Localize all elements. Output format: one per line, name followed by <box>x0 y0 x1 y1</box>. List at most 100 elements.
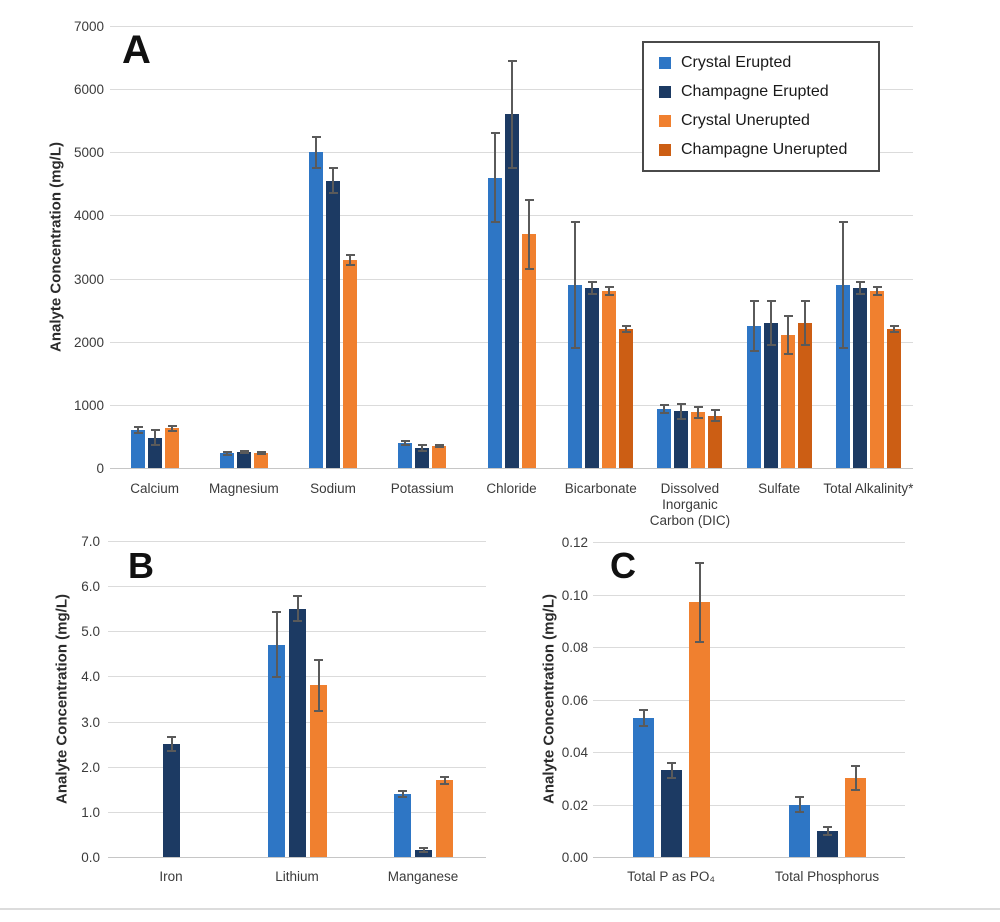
bar-crystal_erupted <box>836 284 850 468</box>
gridline <box>593 595 905 596</box>
bar-crystal_erupted <box>220 453 234 468</box>
error-bar-cap <box>710 420 720 423</box>
error-bar-stem <box>608 287 610 295</box>
error-bar-stem <box>349 254 351 265</box>
error-bar-cap <box>667 761 676 764</box>
error-bar-cap <box>604 286 614 289</box>
error-bar-stem <box>753 300 755 352</box>
error-bar-cap <box>524 268 534 271</box>
error-bar-cap <box>311 135 321 138</box>
gridline <box>593 542 905 543</box>
error-bar-stem <box>625 325 627 333</box>
legend-swatch-crystal_erupted <box>659 57 671 70</box>
gridline <box>593 700 905 701</box>
bar-crystal_erupted <box>394 793 411 857</box>
error-bar-stem <box>670 762 673 779</box>
x-category-label: Dissolved Inorganic Carbon (DIC) <box>649 481 731 528</box>
panel-b-letter: B <box>128 545 154 586</box>
error-bar-cap <box>639 709 648 711</box>
error-bar-cap <box>167 424 177 427</box>
error-bar-cap <box>417 443 427 446</box>
y-tick-label: 7000 <box>73 19 104 34</box>
error-bar-cap <box>838 220 848 223</box>
error-bar-cap <box>272 676 281 679</box>
error-bar-stem <box>243 450 245 454</box>
bottom-divider <box>0 908 1000 910</box>
x-category-label: Magnesium <box>208 481 279 496</box>
y-tick-label: 0.08 <box>561 640 588 655</box>
error-bar-cap <box>749 350 759 353</box>
error-bar-cap <box>507 59 517 62</box>
error-bar-cap <box>710 408 720 411</box>
gridline <box>110 342 913 343</box>
gridline <box>108 586 486 587</box>
panel-a-letter: A <box>122 28 151 72</box>
error-bar-cap <box>417 449 427 452</box>
x-axis-line <box>110 468 913 469</box>
panel-a-y-axis-title: Analyte Concentration (mg/L) <box>47 141 65 353</box>
error-bar-cap <box>851 765 860 768</box>
error-bar-cap <box>239 452 249 455</box>
error-bar-stem <box>842 221 844 349</box>
bar-crystal_erupted <box>568 284 582 468</box>
panel-c-y-axis-title: Analyte Concentration (mg/L) <box>540 593 558 805</box>
gridline <box>108 541 486 542</box>
bar-crystal_erupted <box>309 152 323 468</box>
x-axis-line <box>593 857 905 858</box>
error-bar-cap <box>150 429 160 432</box>
error-bar-cap <box>695 640 704 643</box>
error-bar-stem <box>698 563 701 642</box>
error-bar-cap <box>889 324 899 327</box>
error-bar-stem <box>680 403 682 419</box>
bar-champagne_unerupted <box>619 329 633 468</box>
error-bar-stem <box>697 406 699 419</box>
x-category-label: Total P as PO₄ <box>627 869 715 884</box>
error-bar-cap <box>311 167 321 170</box>
error-bar-cap <box>766 299 776 302</box>
bar-champagne_erupted <box>289 608 306 857</box>
bar-crystal_unerupted <box>432 445 446 468</box>
bar-champagne_erupted <box>326 180 340 468</box>
error-bar-stem <box>804 300 806 345</box>
error-bar-cap <box>524 198 534 201</box>
x-category-label: Sodium <box>310 481 356 496</box>
bar-champagne_erupted <box>415 447 429 468</box>
error-bar-cap <box>800 299 810 302</box>
bar-champagne_erupted <box>661 770 682 857</box>
error-bar-cap <box>570 220 580 223</box>
error-bar-cap <box>222 454 232 457</box>
error-bar-cap <box>766 343 776 346</box>
error-bar-cap <box>851 789 860 792</box>
error-bar-cap <box>293 620 302 623</box>
x-category-label: Sulfate <box>758 481 801 496</box>
bar-crystal_erupted <box>747 325 761 468</box>
gridline <box>593 752 905 753</box>
bar-champagne_unerupted <box>798 322 812 468</box>
error-bar-cap <box>507 167 517 170</box>
error-bar-stem <box>296 596 299 622</box>
x-category-label: Total Phosphorus <box>774 869 880 884</box>
bar-champagne_erupted <box>674 411 688 468</box>
x-category-label: Chloride <box>486 481 537 496</box>
error-bar-cap <box>823 825 832 828</box>
error-bar-stem <box>275 612 278 678</box>
y-tick-label: 1000 <box>73 398 104 413</box>
legend-swatch-champagne_unerupted <box>659 143 671 156</box>
legend-item: Champagne Unerupted <box>659 141 878 159</box>
error-bar-cap <box>419 851 428 854</box>
bar-crystal_unerupted <box>602 291 616 468</box>
error-bar-stem <box>170 737 173 751</box>
y-tick-label: 0.10 <box>561 588 588 603</box>
gridline <box>110 215 913 216</box>
gridline <box>108 767 486 768</box>
y-tick-label: 0.06 <box>561 693 588 708</box>
error-bar-stem <box>401 790 404 797</box>
error-bar-stem <box>315 136 317 169</box>
error-bar-cap <box>872 286 882 289</box>
error-bar-stem <box>859 281 861 295</box>
error-bar-stem <box>171 425 173 431</box>
error-bar-stem <box>511 60 513 169</box>
error-bar-stem <box>421 444 423 451</box>
error-bar-stem <box>260 451 262 455</box>
y-tick-label: 6000 <box>73 82 104 97</box>
